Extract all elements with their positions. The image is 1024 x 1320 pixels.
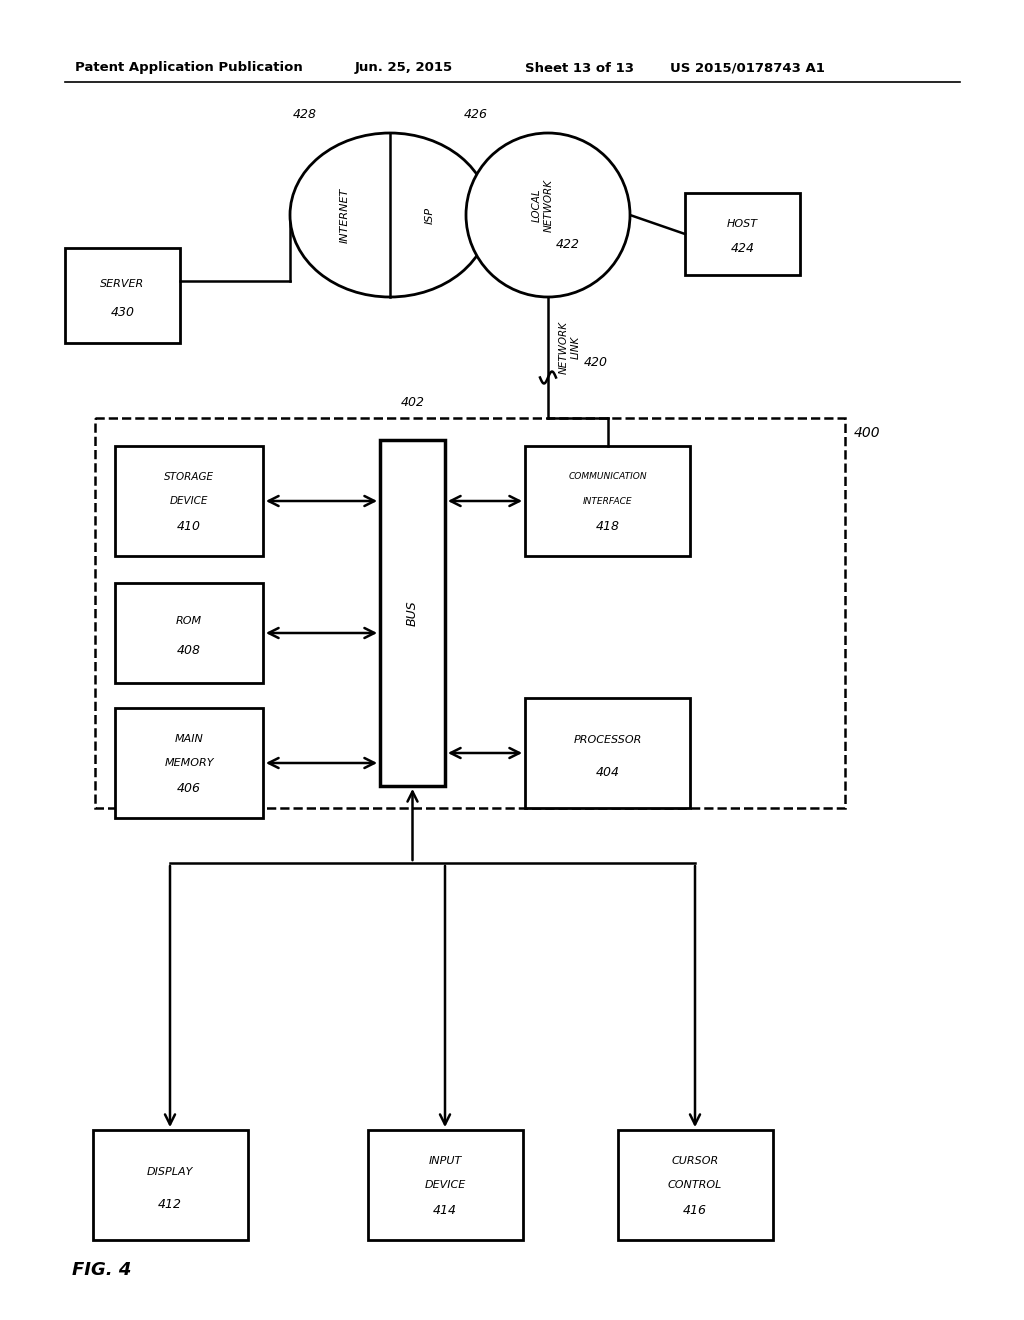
Text: 428: 428	[293, 108, 317, 121]
Bar	[115, 446, 263, 556]
Bar	[685, 193, 800, 275]
Text: 424: 424	[730, 243, 755, 255]
Text: 402: 402	[400, 396, 425, 409]
Bar	[380, 440, 445, 785]
Text: 420: 420	[584, 356, 608, 370]
Text: 418: 418	[596, 520, 620, 533]
Text: CONTROL: CONTROL	[668, 1180, 722, 1191]
Text: 426: 426	[464, 108, 488, 121]
Text: MAIN: MAIN	[174, 734, 204, 743]
Text: PROCESSOR: PROCESSOR	[573, 735, 642, 744]
Text: 414: 414	[433, 1204, 457, 1217]
Text: NETWORK
LINK: NETWORK LINK	[559, 321, 581, 374]
Text: DEVICE: DEVICE	[170, 496, 208, 506]
Text: INPUT: INPUT	[428, 1156, 462, 1166]
Text: 412: 412	[158, 1199, 182, 1212]
Text: 410: 410	[177, 520, 201, 533]
Bar	[525, 698, 690, 808]
Text: 400: 400	[854, 426, 881, 440]
Bar	[65, 248, 180, 343]
Text: US 2015/0178743 A1: US 2015/0178743 A1	[670, 62, 825, 74]
Text: 408: 408	[177, 644, 201, 657]
Text: INTERFACE: INTERFACE	[583, 496, 632, 506]
Text: BUS: BUS	[406, 601, 419, 626]
Text: 404: 404	[596, 767, 620, 779]
Text: FIG. 4: FIG. 4	[72, 1261, 131, 1279]
Text: CURSOR: CURSOR	[672, 1156, 719, 1166]
Text: MEMORY: MEMORY	[164, 758, 214, 768]
Text: 406: 406	[177, 781, 201, 795]
Text: DEVICE: DEVICE	[424, 1180, 466, 1191]
Text: COMMUNICATION: COMMUNICATION	[568, 473, 647, 482]
Ellipse shape	[466, 133, 630, 297]
Text: ISP: ISP	[425, 206, 435, 223]
Bar	[368, 1130, 522, 1239]
Text: HOST: HOST	[727, 219, 758, 230]
Text: Jun. 25, 2015: Jun. 25, 2015	[355, 62, 454, 74]
Text: 416: 416	[683, 1204, 707, 1217]
Bar	[525, 446, 690, 556]
Text: Sheet 13 of 13: Sheet 13 of 13	[525, 62, 634, 74]
Bar	[92, 1130, 248, 1239]
Text: STORAGE: STORAGE	[164, 471, 214, 482]
Bar	[115, 583, 263, 682]
Text: INTERNET: INTERNET	[340, 187, 350, 243]
Text: 430: 430	[111, 306, 134, 319]
Bar	[115, 708, 263, 818]
Ellipse shape	[290, 133, 490, 297]
Bar	[617, 1130, 772, 1239]
Text: 422: 422	[556, 239, 580, 252]
Text: DISPLAY: DISPLAY	[146, 1167, 194, 1177]
Text: Patent Application Publication: Patent Application Publication	[75, 62, 303, 74]
Text: LOCAL
NETWORK: LOCAL NETWORK	[532, 178, 554, 231]
Text: SERVER: SERVER	[100, 279, 144, 289]
Bar	[95, 418, 845, 808]
Text: ROM: ROM	[176, 616, 202, 626]
